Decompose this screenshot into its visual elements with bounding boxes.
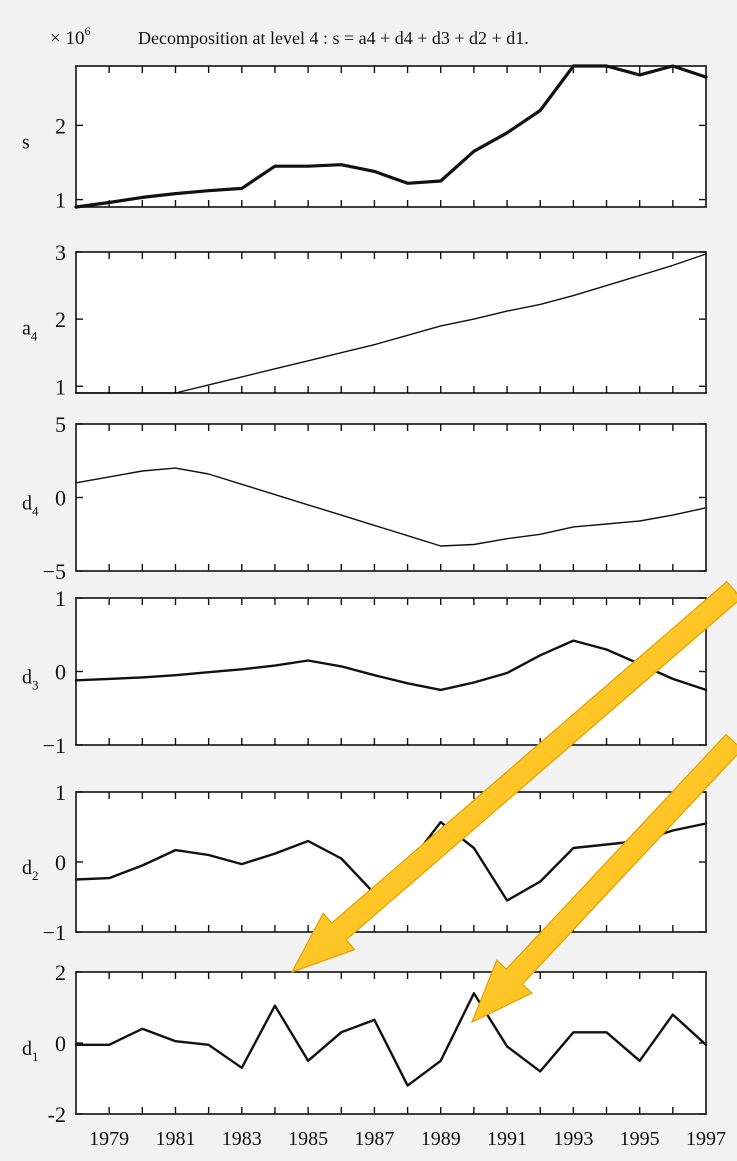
x-tick-label: 1995 [620, 1128, 660, 1150]
panel-frame [75, 423, 707, 572]
y-tick-label: 2 [55, 307, 66, 332]
panel-d1: 2 0 -2 d1 [22, 960, 708, 1127]
y-tick-label: 2 [55, 960, 66, 985]
series-line-d3 [74, 639, 708, 692]
series-line-a4 [75, 253, 707, 394]
panel-a4: 1 2 3 a4 [22, 240, 707, 399]
series-line-d1 [74, 992, 708, 1087]
panel-label: s [22, 132, 30, 154]
y-tick-label: 3 [55, 240, 66, 265]
scale-base: × 10 [50, 28, 84, 49]
y-tick-label: 0 [55, 1031, 66, 1056]
panel-label: d4 [22, 493, 39, 519]
panel-frame [75, 251, 707, 394]
y-tick-label: 0 [55, 850, 66, 875]
x-tick-label: 1979 [89, 1128, 129, 1150]
y-tick-label: 1 [55, 188, 66, 213]
y-tick-label: −1 [43, 920, 66, 945]
x-tick-label: 1981 [155, 1128, 195, 1150]
chart-title: Decomposition at level 4 : s = a4 + d4 +… [138, 28, 529, 48]
y-tick-label: 1 [55, 374, 66, 399]
y-tick-label: 5 [55, 412, 66, 437]
panels-group: 1 2 s 1 2 3 a4 5 0 −5 d4 1 0 −1 d3 1 0 −1 d2 2 0 -2 d1 [22, 64, 708, 1127]
panel-label: d3 [22, 667, 39, 693]
y-tick-label: 1 [55, 586, 66, 611]
y-tick-label: 2 [55, 113, 66, 138]
panel-frame [75, 971, 707, 1115]
x-tick-label: 1985 [288, 1128, 328, 1150]
annotation-arrow-2 [470, 733, 737, 1024]
scale-exponent: 6 [84, 24, 90, 38]
panel-s: 1 2 s [22, 64, 708, 213]
y-tick-label: −5 [43, 559, 66, 584]
panel-d4: 5 0 −5 d4 [22, 412, 707, 584]
x-tick-label: 1987 [354, 1128, 394, 1150]
y-tick-label: −1 [43, 733, 66, 758]
panel-label: a4 [22, 318, 38, 344]
annotation-arrow-1 [290, 580, 737, 974]
panel-label: d2 [22, 857, 39, 883]
y-tick-label: 0 [55, 660, 66, 685]
panel-frame [75, 65, 707, 208]
series-line-s [74, 64, 708, 209]
y-tick-label: 1 [55, 780, 66, 805]
y-tick-label: -2 [48, 1102, 66, 1127]
panel-d3: 1 0 −1 d3 [22, 586, 708, 758]
panel-d2: 1 0 −1 d2 [22, 780, 708, 945]
annotation-arrows [290, 580, 737, 1024]
x-tick-label: 1989 [421, 1128, 461, 1150]
panel-label: d1 [22, 1038, 39, 1064]
x-tick-label: 1997 [686, 1128, 726, 1150]
scale-label: × 106 [50, 24, 90, 49]
series-line-d4 [75, 467, 707, 547]
x-tick-label: 1993 [553, 1128, 593, 1150]
x-tick-label: 1991 [487, 1128, 527, 1150]
y-tick-label: 0 [55, 486, 66, 511]
x-tick-label: 1983 [222, 1128, 262, 1150]
panel-frame [75, 791, 707, 933]
panel-frame [75, 597, 707, 746]
x-axis: 1979 1981 1983 1985 1987 1989 1991 1993 1995 1997 [89, 1128, 726, 1150]
